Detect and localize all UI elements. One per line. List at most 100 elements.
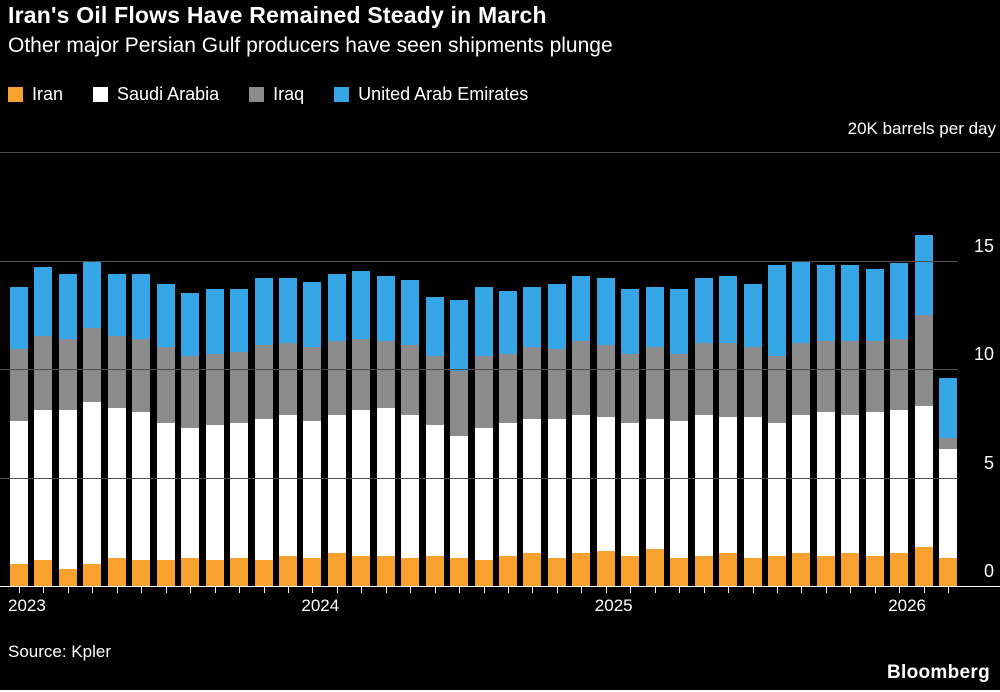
segment-iran [645, 549, 664, 586]
segment-iran [939, 557, 958, 586]
segment-iran [841, 553, 860, 586]
segment-united-arab-emirates [939, 377, 958, 439]
segment-iran [621, 555, 640, 586]
segment-saudi-arabia [792, 414, 811, 554]
segment-iraq [865, 340, 884, 413]
segment-iraq [621, 353, 640, 424]
bar-2023-06 [132, 273, 151, 586]
x-tick-2023-02 [43, 587, 45, 593]
bar-2026-03 [939, 377, 958, 586]
x-year-label-2026: 2026 [888, 596, 927, 615]
segment-iraq [401, 345, 420, 415]
legend-item-saudi-arabia: Saudi Arabia [93, 84, 219, 105]
segment-iran [767, 555, 786, 586]
x-tick-2023-08 [190, 587, 192, 593]
segment-iran [132, 559, 151, 586]
legend: Iran Saudi Arabia Iraq United Arab Emira… [8, 84, 528, 105]
segment-iran [181, 557, 200, 586]
segment-iran [523, 553, 542, 586]
segment-iran [303, 557, 322, 586]
segment-iraq [890, 338, 909, 411]
segment-united-arab-emirates [34, 267, 53, 337]
segment-saudi-arabia [719, 416, 738, 554]
segment-saudi-arabia [694, 414, 713, 556]
segment-iraq [743, 347, 762, 417]
legend-item-uae: United Arab Emirates [334, 84, 528, 105]
segment-saudi-arabia [83, 401, 102, 565]
segment-saudi-arabia [352, 410, 371, 556]
x-tick-2025-06 [728, 587, 730, 593]
segment-iraq [425, 356, 444, 426]
bar-2025-07 [743, 284, 762, 586]
y-tick-label-5: 5 [983, 452, 994, 473]
segment-saudi-arabia [205, 425, 224, 560]
segment-iran [376, 555, 395, 586]
segment-united-arab-emirates [303, 282, 322, 348]
segment-united-arab-emirates [719, 275, 738, 343]
segment-saudi-arabia [303, 421, 322, 558]
segment-saudi-arabia [743, 416, 762, 558]
x-tick-2024-03 [361, 587, 363, 593]
segment-united-arab-emirates [572, 275, 591, 341]
legend-label-iraq: Iraq [273, 84, 305, 104]
segment-saudi-arabia [156, 423, 175, 560]
segment-iran [83, 564, 102, 586]
segment-saudi-arabia [767, 423, 786, 556]
bar-2024-05 [401, 280, 420, 586]
segment-iraq [352, 338, 371, 411]
segment-saudi-arabia [816, 412, 835, 556]
bar-2024-01 [303, 282, 322, 586]
segment-saudi-arabia [670, 421, 689, 558]
legend-label-uae: United Arab Emirates [358, 84, 529, 104]
bar-2024-06 [425, 297, 444, 586]
segment-united-arab-emirates [474, 286, 493, 356]
x-axis-line [0, 586, 1000, 587]
legend-swatch-iran [8, 87, 23, 102]
legend-label-iran: Iran [32, 84, 64, 104]
x-tick-2025-11 [850, 587, 852, 593]
x-tick-2024-08 [483, 587, 485, 593]
plot-area [0, 152, 958, 586]
segment-iraq [939, 438, 958, 450]
segment-iran [694, 555, 713, 586]
segment-iran [401, 557, 420, 586]
segment-iraq [230, 351, 249, 424]
segment-iraq [719, 342, 738, 417]
segment-united-arab-emirates [376, 275, 395, 341]
segment-iraq [376, 340, 395, 409]
segment-united-arab-emirates [743, 284, 762, 348]
segment-united-arab-emirates [156, 284, 175, 348]
segment-iraq [278, 342, 297, 415]
gridline-15 [0, 260, 958, 262]
bar-2025-10 [816, 264, 835, 586]
segment-united-arab-emirates [547, 284, 566, 350]
segment-saudi-arabia [10, 421, 28, 565]
x-tick-2023-10 [239, 587, 241, 593]
segment-united-arab-emirates [205, 288, 224, 354]
bar-2024-02 [327, 273, 346, 586]
bar-2024-08 [474, 286, 493, 586]
bar-2024-09 [499, 290, 517, 586]
page-subtitle: Other major Persian Gulf producers have … [8, 34, 613, 57]
segment-iraq [914, 314, 933, 406]
segment-iran [10, 564, 28, 586]
segment-united-arab-emirates [890, 262, 909, 339]
segment-saudi-arabia [914, 405, 933, 547]
segment-iran [499, 555, 517, 586]
segment-saudi-arabia [572, 414, 591, 554]
segment-saudi-arabia [547, 418, 566, 558]
segment-iran [107, 557, 126, 586]
x-tick-2023-04 [92, 587, 94, 593]
bloomberg-logo: Bloomberg [887, 662, 990, 683]
segment-united-arab-emirates [670, 288, 689, 354]
segment-saudi-arabia [621, 423, 640, 556]
y-tick-label-0: 0 [983, 561, 994, 581]
segment-saudi-arabia [841, 414, 860, 554]
x-tick-2025-02 [630, 587, 632, 593]
x-tick-2023-03 [67, 587, 69, 593]
bottom-rule [0, 690, 1000, 692]
segment-iraq [694, 342, 713, 415]
bar-2023-07 [156, 284, 175, 586]
segment-saudi-arabia [107, 408, 126, 558]
